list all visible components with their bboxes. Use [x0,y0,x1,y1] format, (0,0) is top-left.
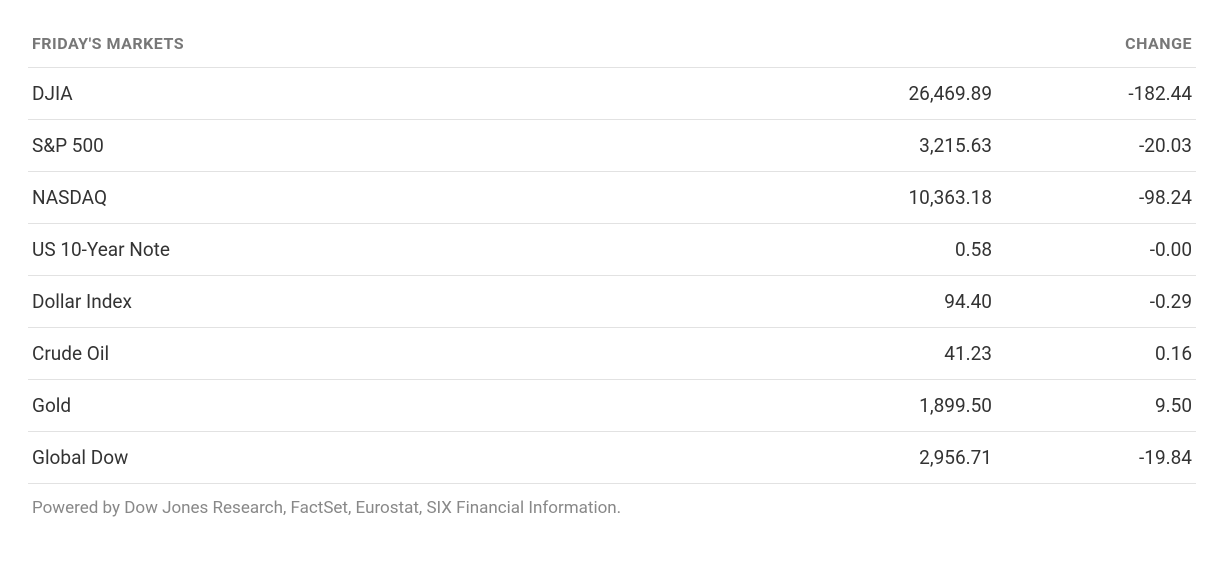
market-name: Gold [28,380,644,432]
market-value: 26,469.89 [644,68,996,120]
market-change: 0.16 [996,328,1196,380]
table-body: DJIA 26,469.89 -182.44 S&P 500 3,215.63 … [28,68,1196,484]
market-change: -98.24 [996,172,1196,224]
market-name: NASDAQ [28,172,644,224]
market-name: US 10-Year Note [28,224,644,276]
market-change: -20.03 [996,120,1196,172]
footer-attribution: Powered by Dow Jones Research, FactSet, … [28,484,1196,518]
market-value: 41.23 [644,328,996,380]
market-change: 9.50 [996,380,1196,432]
table-row: Gold 1,899.50 9.50 [28,380,1196,432]
market-value: 1,899.50 [644,380,996,432]
table-row: NASDAQ 10,363.18 -98.24 [28,172,1196,224]
market-value: 3,215.63 [644,120,996,172]
table-row: Dollar Index 94.40 -0.29 [28,276,1196,328]
table-row: US 10-Year Note 0.58 -0.00 [28,224,1196,276]
market-change: -182.44 [996,68,1196,120]
market-name: S&P 500 [28,120,644,172]
markets-table: FRIDAY'S MARKETS CHANGE DJIA 26,469.89 -… [28,24,1196,484]
market-name: Global Dow [28,432,644,484]
market-change: -0.00 [996,224,1196,276]
table-header-row: FRIDAY'S MARKETS CHANGE [28,24,1196,68]
table-row: Crude Oil 41.23 0.16 [28,328,1196,380]
header-value [644,24,996,68]
market-change: -0.29 [996,276,1196,328]
market-value: 10,363.18 [644,172,996,224]
table-row: DJIA 26,469.89 -182.44 [28,68,1196,120]
table-row: Global Dow 2,956.71 -19.84 [28,432,1196,484]
market-value: 2,956.71 [644,432,996,484]
header-change: CHANGE [996,24,1196,68]
market-name: Dollar Index [28,276,644,328]
market-value: 0.58 [644,224,996,276]
table-row: S&P 500 3,215.63 -20.03 [28,120,1196,172]
market-name: DJIA [28,68,644,120]
market-value: 94.40 [644,276,996,328]
market-change: -19.84 [996,432,1196,484]
header-title: FRIDAY'S MARKETS [28,24,644,68]
market-name: Crude Oil [28,328,644,380]
